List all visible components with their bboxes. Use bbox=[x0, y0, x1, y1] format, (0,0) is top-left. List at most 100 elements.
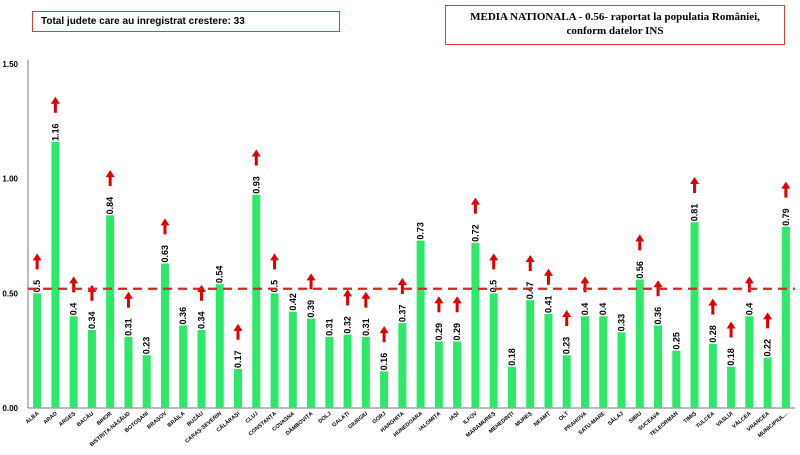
bar bbox=[215, 284, 224, 408]
data-label: 0.54 bbox=[215, 266, 225, 284]
category-label: ALBA bbox=[25, 411, 41, 425]
data-label: 0.36 bbox=[653, 307, 663, 325]
bar bbox=[160, 263, 169, 408]
trend-arrow-head bbox=[397, 277, 407, 285]
bar bbox=[434, 341, 443, 408]
trend-arrow-head bbox=[361, 291, 371, 299]
data-label: 0.32 bbox=[343, 316, 353, 334]
data-label: 0.31 bbox=[123, 318, 133, 336]
trend-arrow-shaft bbox=[565, 316, 569, 327]
category-label: BRĂILA bbox=[166, 410, 186, 429]
bar bbox=[288, 311, 297, 408]
trend-arrow-shaft bbox=[528, 261, 532, 272]
trend-arrow-shaft bbox=[364, 297, 368, 308]
category-label: TULCEA bbox=[695, 411, 716, 430]
bar bbox=[307, 318, 316, 408]
bar bbox=[343, 334, 352, 408]
data-label: 0.93 bbox=[251, 176, 261, 194]
bar bbox=[599, 316, 608, 408]
trend-arrow-head bbox=[763, 312, 773, 320]
trend-arrow-shaft bbox=[693, 183, 697, 194]
data-label: 0.41 bbox=[543, 295, 553, 313]
trend-arrow-head bbox=[270, 253, 280, 261]
data-label: 0.4 bbox=[598, 303, 608, 316]
data-label: 0.28 bbox=[708, 325, 718, 343]
category-label: TIMIȘ bbox=[683, 411, 698, 425]
data-label: 0.56 bbox=[635, 261, 645, 279]
trend-arrow-head bbox=[306, 273, 316, 281]
data-label: 0.18 bbox=[507, 348, 517, 366]
bar bbox=[672, 350, 681, 408]
trend-arrow-shaft bbox=[492, 259, 496, 270]
trend-arrow-head bbox=[580, 276, 590, 284]
bar bbox=[416, 240, 425, 408]
bar bbox=[708, 343, 717, 408]
bar bbox=[252, 194, 261, 408]
bar bbox=[507, 366, 516, 408]
trend-arrow-shaft bbox=[546, 274, 550, 285]
bar bbox=[526, 300, 535, 408]
trend-arrow-head bbox=[708, 298, 718, 306]
trend-arrow-head bbox=[379, 326, 389, 334]
trend-arrow-head bbox=[525, 255, 535, 263]
category-label: SĂLAJ bbox=[606, 410, 624, 427]
data-label: 0.37 bbox=[397, 305, 407, 323]
trend-arrow-shaft bbox=[53, 102, 57, 113]
trend-arrow-head bbox=[69, 276, 79, 284]
data-label: 0.16 bbox=[379, 353, 389, 371]
data-label: 0.31 bbox=[361, 318, 371, 336]
data-label: 0.72 bbox=[470, 224, 480, 242]
trend-arrow-shaft bbox=[199, 290, 203, 301]
trend-arrow-head bbox=[233, 323, 243, 331]
trend-arrow-head bbox=[452, 296, 462, 304]
bar bbox=[106, 215, 115, 408]
trend-arrow-shaft bbox=[346, 295, 350, 306]
data-label: 0.84 bbox=[105, 197, 115, 215]
category-label: ARAD bbox=[43, 411, 59, 426]
trend-arrow-head bbox=[726, 321, 736, 329]
bar bbox=[562, 355, 571, 408]
y-tick-label: 1.50 bbox=[2, 60, 18, 69]
trend-arrow-shaft bbox=[35, 259, 39, 270]
category-label: GIURGIU bbox=[347, 411, 369, 431]
trend-arrow-head bbox=[123, 291, 133, 299]
category-label: GORJ bbox=[372, 411, 388, 426]
bar bbox=[142, 355, 151, 408]
data-label: 0.5 bbox=[489, 280, 499, 293]
y-tick-label: 0.50 bbox=[2, 289, 18, 298]
y-tick-label: 0.00 bbox=[2, 404, 18, 413]
data-label: 0.31 bbox=[324, 318, 334, 336]
trend-arrow-head bbox=[50, 96, 60, 104]
data-label: 0.17 bbox=[233, 350, 243, 368]
trend-arrow-shaft bbox=[382, 332, 386, 343]
y-tick-label: 1.00 bbox=[2, 175, 18, 184]
data-label: 0.25 bbox=[671, 332, 681, 350]
data-label: 0.29 bbox=[434, 323, 444, 341]
data-label: 0.42 bbox=[288, 293, 298, 311]
category-label: OLT bbox=[558, 411, 570, 423]
trend-arrow-shaft bbox=[236, 329, 240, 340]
trend-arrow-shaft bbox=[163, 224, 167, 235]
trend-arrow-shaft bbox=[766, 318, 770, 329]
bar bbox=[51, 141, 60, 408]
trend-arrow-head bbox=[32, 253, 42, 261]
bar bbox=[179, 325, 188, 408]
bar bbox=[727, 366, 736, 408]
trend-arrow-head bbox=[160, 218, 170, 226]
trend-arrow-shaft bbox=[473, 203, 477, 214]
bar bbox=[617, 332, 626, 408]
trend-arrow-head bbox=[434, 296, 444, 304]
category-label: ARGEȘ bbox=[58, 411, 77, 428]
national-average-line2: conform datelor INS bbox=[566, 25, 664, 37]
trend-arrow-head bbox=[470, 197, 480, 205]
bar bbox=[690, 222, 699, 408]
trend-arrow-head bbox=[744, 276, 754, 284]
data-label: 0.79 bbox=[781, 208, 791, 226]
trend-arrow-shaft bbox=[90, 290, 94, 301]
national-average-box: MEDIA NATIONALA - 0.56- raportat la popu… bbox=[445, 5, 785, 45]
total-counties-text: Total judete care au inregistrat crester… bbox=[41, 16, 245, 27]
category-label: IAȘI bbox=[448, 411, 460, 423]
trend-arrow-shaft bbox=[729, 327, 733, 338]
bar bbox=[398, 323, 407, 408]
